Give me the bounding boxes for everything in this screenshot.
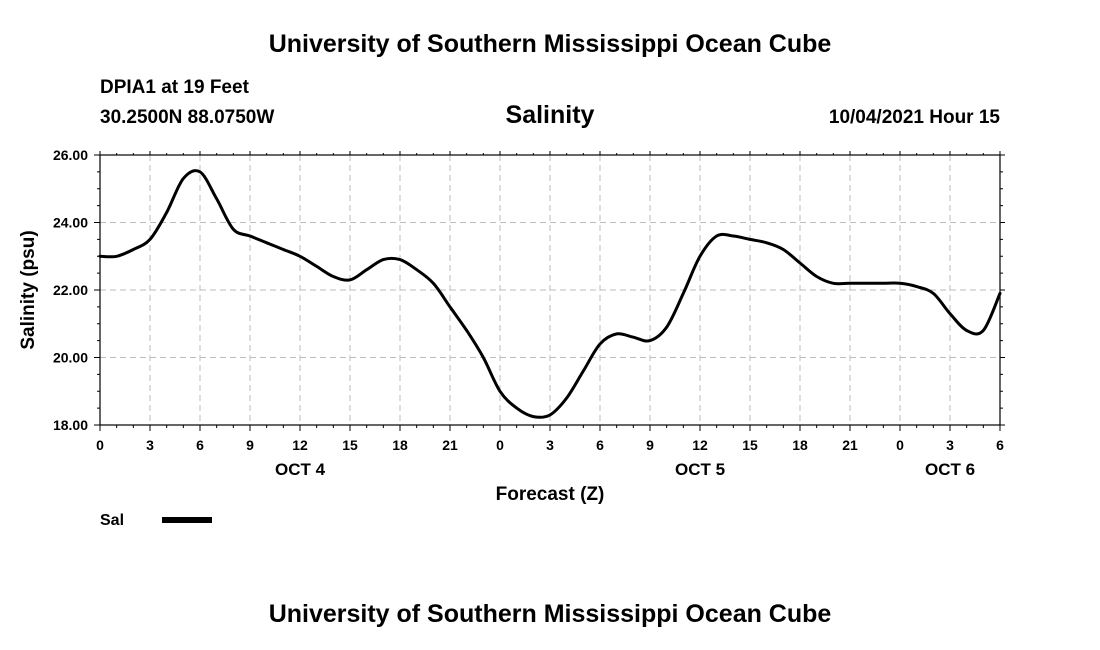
x-tick-label: 3 <box>146 437 154 453</box>
x-axis-label: Forecast (Z) <box>496 484 605 505</box>
x-tick-label: 18 <box>392 437 408 453</box>
x-tick-label: 12 <box>692 437 708 453</box>
chart-title: Salinity <box>505 101 595 129</box>
y-tick-label: 22.00 <box>53 282 88 298</box>
x-tick-label: 6 <box>596 437 604 453</box>
y-tick-label: 20.00 <box>53 350 88 366</box>
x-tick-label: 12 <box>292 437 308 453</box>
x-tick-label: 0 <box>896 437 904 453</box>
x-tick-label: 0 <box>496 437 504 453</box>
x-day-label: OCT 6 <box>925 460 975 479</box>
y-axis-ticks: 18.00 20.00 22.00 24.00 26.00 <box>53 147 1005 433</box>
y-axis-label: Salinity (psu) <box>18 230 39 349</box>
y-tick-label: 24.00 <box>53 215 88 231</box>
x-tick-label: 9 <box>246 437 254 453</box>
chart-grid <box>100 155 1000 425</box>
x-tick-label: 15 <box>742 437 758 453</box>
x-tick-label: 3 <box>946 437 954 453</box>
legend: Sal <box>100 512 212 529</box>
x-tick-label: 6 <box>196 437 204 453</box>
x-axis-ticks: 0 3 6 9 12 15 18 21 0 3 6 9 12 15 18 21 0 3 6 <box>96 151 1004 453</box>
x-day-label: OCT 4 <box>275 460 326 479</box>
x-axis-day-labels: OCT 4 OCT 5 OCT 6 <box>275 460 975 479</box>
page-title-top: University of Southern Mississippi Ocean… <box>268 30 832 58</box>
x-day-label: OCT 5 <box>675 460 725 479</box>
x-tick-label: 9 <box>646 437 654 453</box>
x-tick-label: 3 <box>546 437 554 453</box>
forecast-datetime: 10/04/2021 Hour 15 <box>828 107 1000 128</box>
x-tick-label: 21 <box>442 437 458 453</box>
legend-label: Sal <box>100 512 124 529</box>
station-coordinates: 30.2500N 88.0750W <box>100 107 275 128</box>
x-tick-label: 6 <box>996 437 1004 453</box>
y-tick-label: 18.00 <box>53 417 88 433</box>
station-label: DPIA1 at 19 Feet <box>100 77 249 98</box>
y-tick-label: 26.00 <box>53 147 88 163</box>
legend-swatch <box>162 517 212 523</box>
salinity-series-line <box>98 169 1002 419</box>
x-tick-label: 0 <box>96 437 104 453</box>
x-tick-label: 18 <box>792 437 808 453</box>
x-tick-label: 21 <box>842 437 858 453</box>
x-tick-label: 15 <box>342 437 358 453</box>
page-title-bottom: University of Southern Mississippi Ocean… <box>268 600 832 628</box>
